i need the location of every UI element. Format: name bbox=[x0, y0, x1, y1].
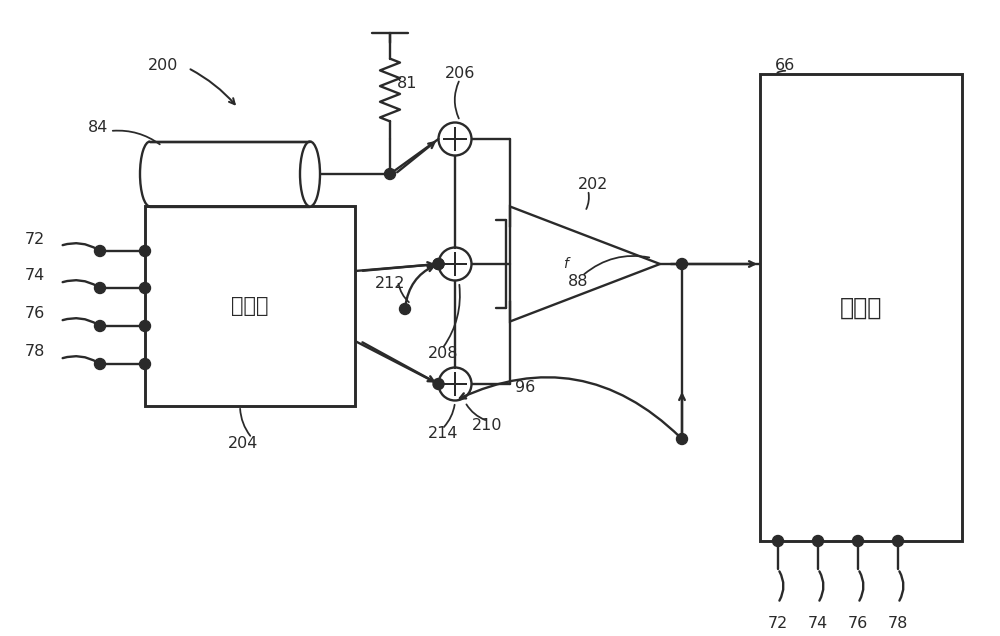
Text: 74: 74 bbox=[25, 268, 45, 284]
Circle shape bbox=[852, 536, 864, 546]
Text: 206: 206 bbox=[445, 67, 475, 81]
Circle shape bbox=[433, 258, 444, 270]
Text: 74: 74 bbox=[808, 616, 828, 630]
Text: 78: 78 bbox=[25, 345, 45, 359]
Text: 72: 72 bbox=[25, 232, 45, 247]
Circle shape bbox=[94, 359, 106, 370]
Circle shape bbox=[676, 434, 688, 445]
Text: 72: 72 bbox=[768, 616, 788, 630]
Circle shape bbox=[400, 303, 411, 314]
Circle shape bbox=[94, 282, 106, 293]
Text: 84: 84 bbox=[88, 120, 108, 135]
Circle shape bbox=[433, 378, 444, 389]
Text: 210: 210 bbox=[472, 418, 503, 434]
Text: 96: 96 bbox=[515, 380, 535, 396]
Circle shape bbox=[140, 321, 150, 331]
Text: 208: 208 bbox=[428, 347, 458, 361]
Text: 214: 214 bbox=[428, 427, 458, 441]
Circle shape bbox=[812, 536, 824, 546]
Text: 212: 212 bbox=[375, 277, 406, 291]
Text: 76: 76 bbox=[848, 616, 868, 630]
Text: 66: 66 bbox=[775, 59, 795, 74]
Circle shape bbox=[893, 536, 904, 546]
FancyBboxPatch shape bbox=[145, 206, 355, 406]
Text: 78: 78 bbox=[888, 616, 908, 630]
FancyBboxPatch shape bbox=[760, 74, 962, 541]
Text: 88: 88 bbox=[568, 273, 588, 289]
Text: 76: 76 bbox=[25, 307, 45, 322]
Circle shape bbox=[772, 536, 784, 546]
Circle shape bbox=[676, 258, 688, 270]
Circle shape bbox=[384, 169, 396, 179]
Text: 200: 200 bbox=[148, 59, 178, 74]
Text: $f$: $f$ bbox=[563, 256, 571, 272]
Circle shape bbox=[94, 245, 106, 256]
Circle shape bbox=[140, 245, 150, 256]
Text: 204: 204 bbox=[228, 436, 258, 452]
Text: 解码器: 解码器 bbox=[231, 296, 269, 316]
Circle shape bbox=[140, 359, 150, 370]
Circle shape bbox=[94, 321, 106, 331]
Circle shape bbox=[433, 258, 444, 270]
Text: 81: 81 bbox=[397, 76, 418, 92]
Text: 202: 202 bbox=[578, 177, 608, 191]
Circle shape bbox=[140, 282, 150, 293]
Text: 并行器: 并行器 bbox=[840, 296, 882, 319]
Ellipse shape bbox=[300, 141, 320, 207]
